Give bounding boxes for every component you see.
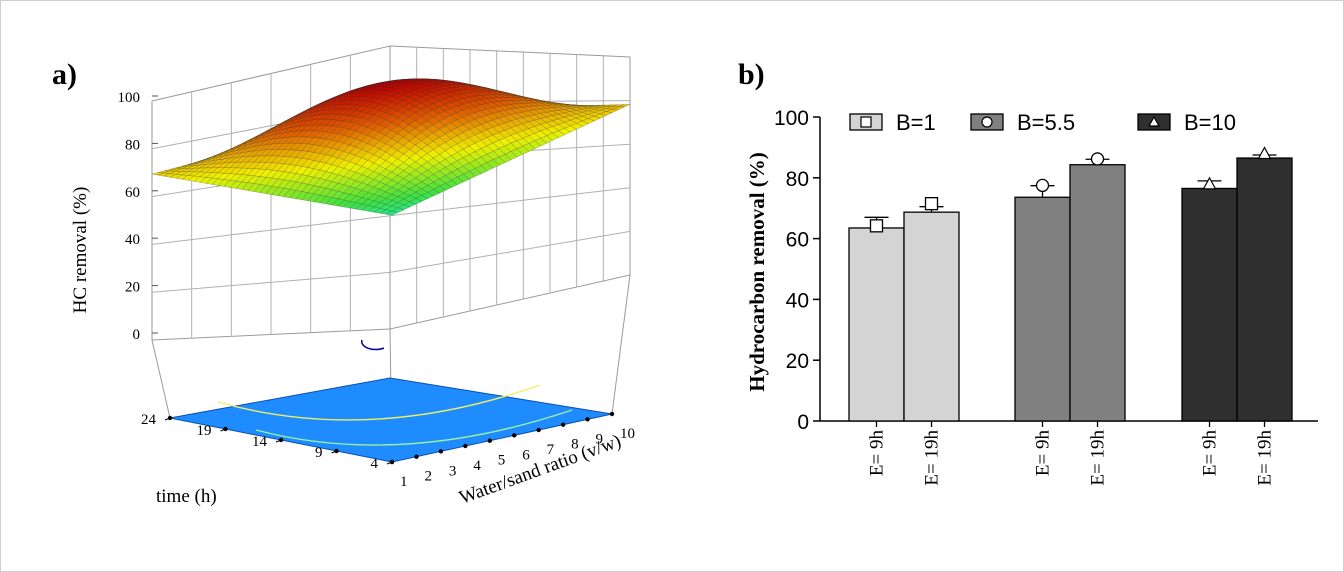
ratio-tick-mark: [609, 411, 615, 417]
floor-contour-1: [217, 384, 541, 421]
box-edge: [151, 339, 171, 419]
category-labels: E= 9h E= 19h E= 9h E= 19h E= 9h E= 19h: [867, 421, 1276, 486]
ratio-tick-mark: [585, 417, 590, 422]
point-marker: [924, 196, 939, 211]
point-marker: [869, 219, 884, 233]
time-axis-ticks: 4 9 14 19 24: [141, 412, 395, 472]
legend-label: B=5.5: [1017, 110, 1075, 135]
ratio-tick-label: 9: [596, 431, 604, 447]
wall-grid-line: [389, 187, 631, 217]
category-label: E= 9h: [1200, 430, 1221, 477]
category-label: E= 19h: [922, 430, 943, 486]
z-tick-label: 0: [133, 327, 141, 343]
y-tick-label: 40: [786, 289, 809, 312]
panel-b: b) Hydrocarbon removal (%) 020406080100 …: [738, 58, 1318, 486]
ratio-tick-mark: [487, 438, 492, 443]
ratio-tick-label: 5: [498, 453, 506, 469]
z-tick-label: 100: [118, 90, 141, 106]
legend-marker: [981, 116, 993, 128]
ratio-tick-label: 4: [473, 458, 481, 474]
y-tick-label: 100: [774, 107, 809, 130]
ratio-tick-mark: [536, 427, 541, 433]
z-tick-label: 20: [125, 280, 140, 296]
legend-label: B=10: [1184, 110, 1236, 135]
point-marker: [1257, 146, 1272, 160]
point-marker: [1202, 176, 1217, 190]
category-label: E= 19h: [1255, 430, 1276, 486]
y-tick-label: 60: [786, 229, 809, 252]
z-tick-label: 60: [125, 185, 140, 201]
time-tick-label: 9: [315, 445, 323, 461]
wall-grid-line: [151, 271, 391, 293]
y-tick-label: 0: [797, 411, 809, 434]
category-label: E= 19h: [1088, 430, 1109, 486]
time-tick-label: 19: [197, 423, 212, 439]
bar: [1014, 196, 1071, 422]
category-label: E= 9h: [867, 430, 888, 477]
z-axis-label: HC removal (%): [70, 187, 91, 314]
wall-grid-line: [151, 215, 391, 245]
ratio-tick-label: 2: [424, 469, 432, 485]
panel-b-label: b): [738, 58, 765, 91]
ratio-tick-mark: [512, 433, 517, 438]
wall-grid-line: [389, 230, 631, 273]
legend: B=1 B=5.5 B=10: [849, 110, 1236, 135]
z-tick-label: 40: [125, 232, 140, 248]
ratio-tick-mark: [389, 459, 395, 465]
bar: [903, 211, 960, 422]
bars: [848, 146, 1293, 422]
bar-axis: 0 20 40 60 80 100: [774, 107, 1318, 434]
ratio-tick-label: 10: [620, 426, 635, 442]
ratio-tick-label: 8: [571, 437, 579, 453]
panel-a-label: a): [52, 58, 77, 91]
z-axis-ticks: 0 20 40 60 80 100: [118, 90, 158, 343]
time-axis-label: time (h): [156, 486, 217, 507]
floor-contour-2: [255, 409, 573, 446]
legend-marker: [860, 116, 872, 128]
bar: [1181, 187, 1238, 422]
time-tick-label: 24: [141, 412, 157, 428]
ratio-tick-label: 3: [449, 463, 457, 479]
bar: [848, 227, 905, 422]
ratio-tick-mark: [438, 449, 444, 454]
ratio-tick-label: 6: [522, 447, 530, 463]
z-tick-label: 80: [125, 137, 140, 153]
time-tick-label: 14: [252, 434, 268, 450]
point-marker: [1090, 152, 1105, 166]
response-surface: [151, 78, 631, 216]
ratio-tick-mark: [463, 443, 468, 449]
surface-cell: [385, 210, 399, 216]
legend-label: B=1: [896, 110, 936, 135]
time-tick-mark: [334, 448, 339, 454]
time-tick-mark: [167, 415, 173, 421]
bar: [1236, 157, 1293, 422]
ratio-tick-label: 7: [547, 442, 555, 458]
y-axis-label: Hydrocarbon removal (%): [745, 152, 769, 392]
legend-marker: [1147, 115, 1161, 127]
ratio-tick-mark: [560, 422, 566, 427]
bar: [1069, 164, 1126, 422]
y-tick-label: 20: [786, 350, 809, 373]
point-marker: [1035, 178, 1050, 193]
ratio-tick-mark: [414, 454, 419, 459]
floor-contour-small: [360, 339, 385, 351]
y-tick-label: 80: [786, 168, 809, 191]
ratio-tick-label: 1: [400, 474, 408, 490]
box-edge: [611, 274, 631, 415]
category-label: E= 9h: [1033, 430, 1054, 477]
time-tick-label: 4: [371, 456, 379, 472]
ratio-axis-ticks: 1 2 3 4 5 6 7 8 9 10: [389, 411, 635, 490]
time-tick-mark: [223, 426, 228, 432]
time-tick-mark: [278, 437, 284, 443]
